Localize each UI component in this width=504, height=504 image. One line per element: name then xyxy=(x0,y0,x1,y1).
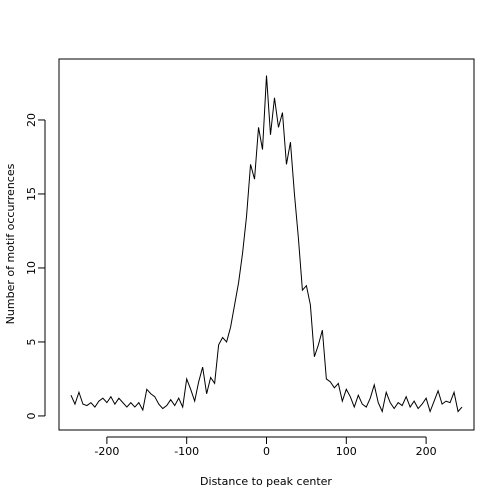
x-tick-label: 0 xyxy=(263,445,270,458)
y-tick-label: 15 xyxy=(25,187,38,201)
x-tick-label: -200 xyxy=(94,445,119,458)
y-axis-label: Number of motif occurrences xyxy=(4,163,17,324)
x-axis-label: Distance to peak center xyxy=(200,475,332,488)
plot-box xyxy=(58,58,475,431)
y-tick-label: 5 xyxy=(25,338,38,345)
x-tick-label: -100 xyxy=(174,445,199,458)
y-tick-label: 10 xyxy=(25,261,38,275)
x-tick-label: 100 xyxy=(336,445,357,458)
data-line xyxy=(70,75,463,414)
y-tick-label: 20 xyxy=(25,113,38,127)
y-tick-label: 0 xyxy=(25,412,38,419)
x-tick-label: 200 xyxy=(416,445,437,458)
